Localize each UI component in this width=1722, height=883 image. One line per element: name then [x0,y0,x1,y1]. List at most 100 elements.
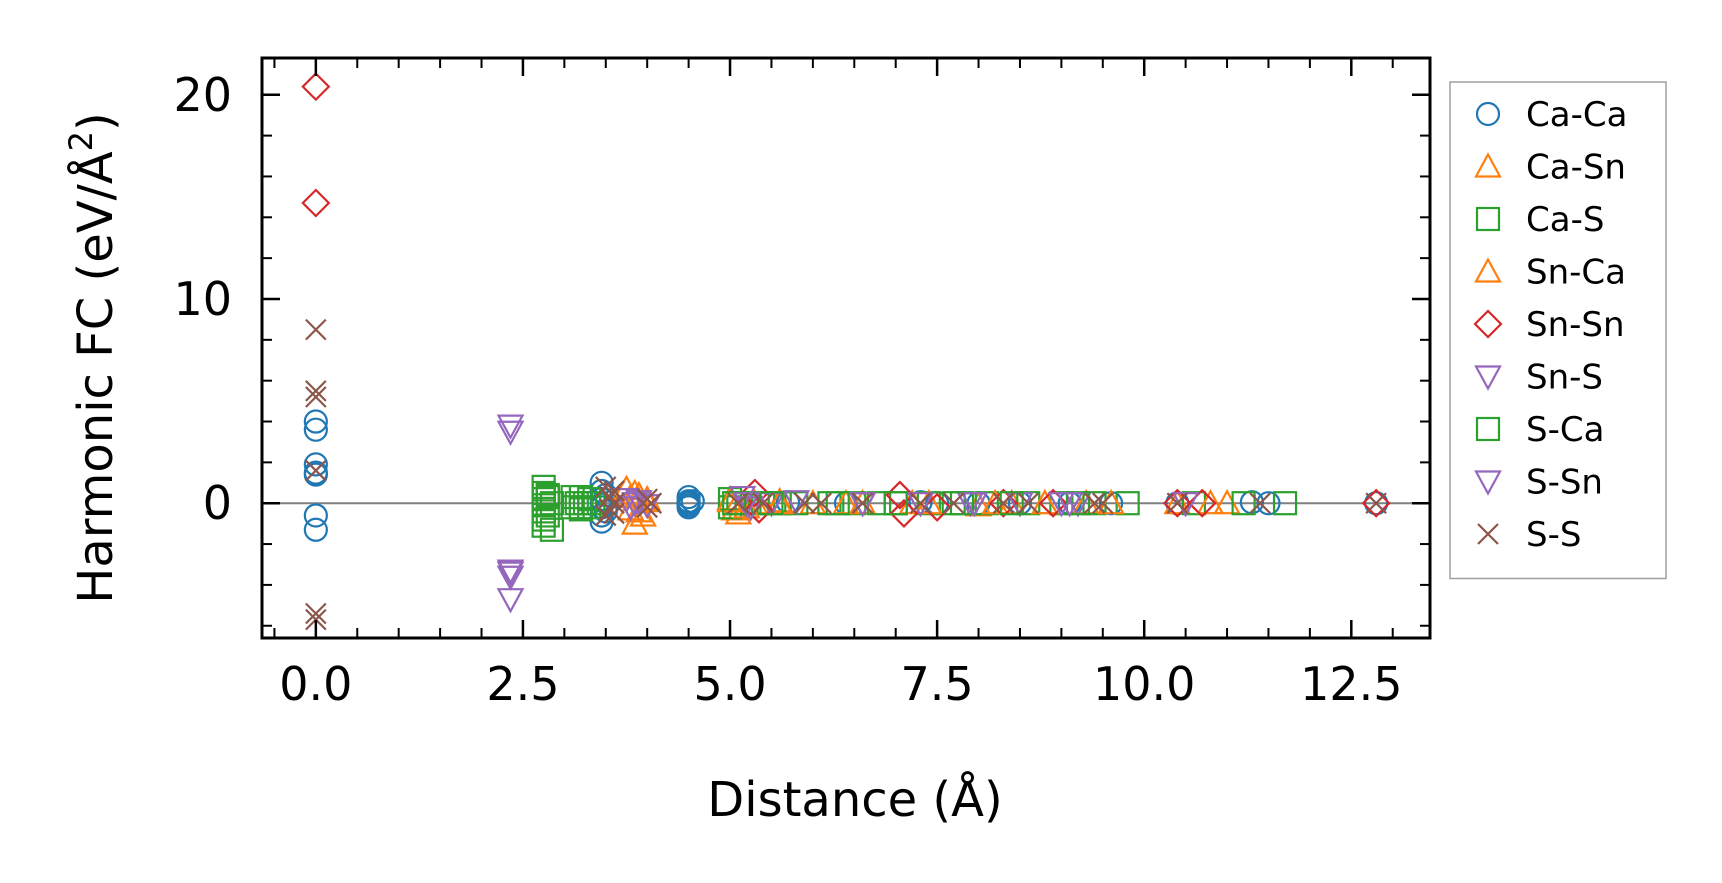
x-tick-label: 2.5 [486,657,559,711]
data-point [496,561,525,587]
y-tick-label: 10 [173,272,232,326]
data-point [810,492,832,514]
legend-label: Sn-Ca [1526,253,1626,293]
data-point [1162,488,1192,518]
legend-label: Sn-S [1526,358,1603,398]
data-point [999,491,1024,516]
data-point [305,318,327,341]
legend-marker [1474,257,1502,283]
data-point [960,492,989,518]
plot-inner [262,72,1430,631]
data-point [1249,492,1271,514]
data-point [740,478,770,508]
x-tick-label: 7.5 [901,657,974,711]
data-point [1231,491,1256,516]
data-point [305,380,327,402]
data-point [752,492,774,514]
data-point [303,503,328,528]
data-point [539,491,565,516]
legend-item-ca-s: Ca-S [1475,200,1604,240]
legend-label: Ca-Ca [1526,95,1627,135]
plot-border [260,56,1432,640]
data-point [303,417,328,442]
legend-item-s-s: S-S [1477,515,1581,555]
legend-marker [1473,309,1503,339]
y-axis-label-close: ) [68,112,124,131]
data-point [305,608,327,631]
data-point [535,503,560,528]
data-point [1365,492,1387,514]
x-tick-label: 12.5 [1300,657,1402,711]
x-tick-label: 5.0 [693,657,766,711]
axes-frame [260,56,1432,640]
data-point [568,495,594,520]
data-point [885,480,915,510]
series-s-s [305,318,1387,631]
data-point [303,517,328,542]
data-point [1030,488,1059,515]
data-point [496,420,525,447]
y-axis-label-main: Harmonic FC (eV/Å [67,151,124,604]
data-point [889,498,919,528]
data-point [744,494,774,524]
data-point [909,492,932,514]
data-point [539,517,565,542]
data-point [1272,491,1298,516]
legend-marker [1477,523,1499,545]
legend-marker [1474,470,1502,496]
data-point [496,414,525,440]
data-point [301,72,331,102]
data-point [906,492,935,518]
y-axis-label: Harmonic FC (eV/Å2) [62,112,124,604]
legend-item-ca-ca: Ca-Ca [1475,95,1627,135]
data-point [594,504,617,527]
legend-item-sn-s: Sn-S [1474,358,1603,398]
y-tick-label: 0 [203,476,232,530]
legend-marker [1474,152,1502,178]
legend-item-s-sn: S-Sn [1474,463,1603,503]
x-axis-label: Distance (Å) [707,771,1002,828]
data-point [1166,492,1189,514]
data-point [992,492,1015,514]
data-point [759,491,784,516]
legend-marker [1475,416,1501,442]
data-point [1256,491,1281,516]
legend-item-sn-ca: Sn-Ca [1474,253,1626,293]
data-point [727,492,750,514]
data-point [1017,492,1040,514]
legend-label: S-S [1526,515,1581,555]
x-tick-label: 0.0 [279,657,352,711]
data-point [305,602,327,625]
data-point [305,459,327,482]
data-point [942,492,965,514]
legend-label: Ca-Sn [1526,148,1626,188]
data-point [603,480,625,502]
data-point [825,491,850,516]
legend-label: S-Ca [1526,410,1604,450]
series-ca-ca [303,409,1389,542]
data-point [1196,488,1225,515]
data-point [620,509,649,535]
data-point [640,492,663,514]
series-sn-sn [301,72,1391,528]
legend-marker [1474,365,1502,391]
data-point [1055,492,1084,518]
data-point [1364,491,1389,516]
data-point [883,491,908,516]
data-point [680,489,705,514]
data-point [303,409,328,434]
legend-item-s-ca: S-Ca [1475,410,1604,450]
legend-marker [1475,101,1501,127]
legend-item-ca-sn: Ca-Sn [1474,148,1626,188]
legend-label: Ca-S [1526,200,1604,240]
data-point [1213,488,1241,515]
data-point [303,452,328,477]
data-point [603,502,625,525]
data-point [793,492,816,514]
data-point [1083,492,1106,514]
plot-area [262,72,1430,631]
data-point [1092,492,1114,514]
y-axis-label-superscript: 2 [62,131,100,151]
data-point [305,386,327,408]
